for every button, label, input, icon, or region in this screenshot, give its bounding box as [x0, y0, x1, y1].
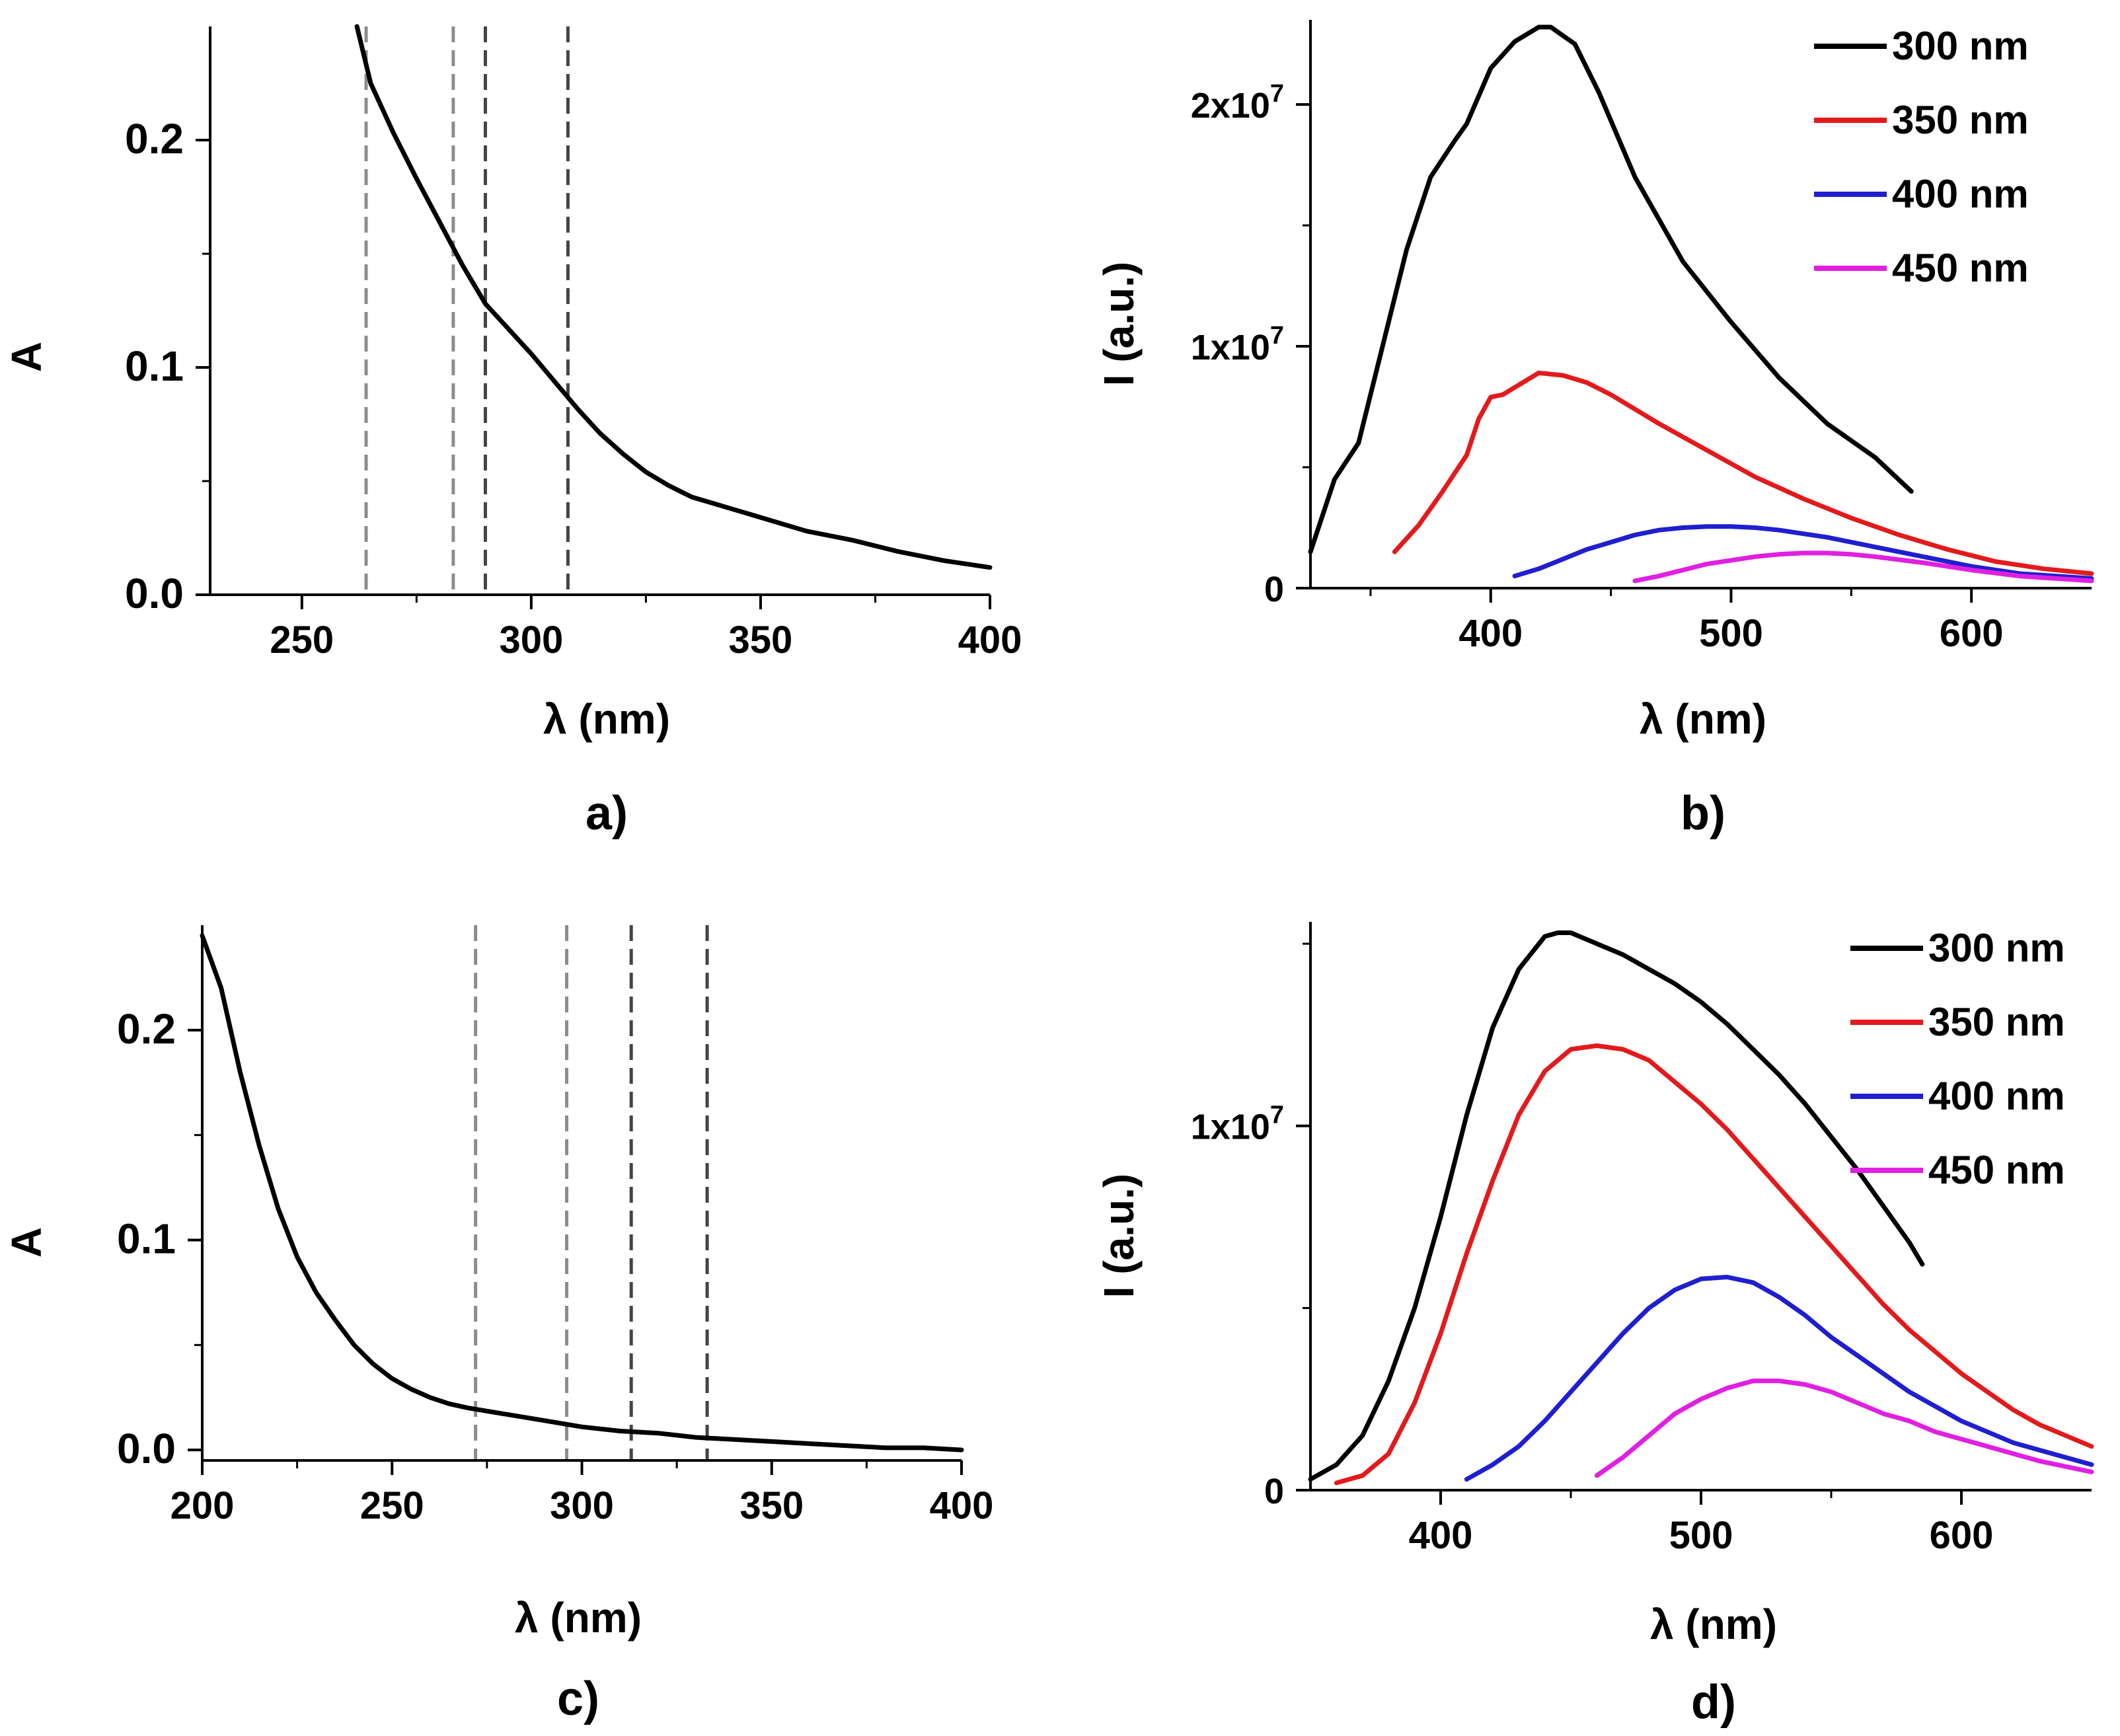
panel-d-series-line-0 — [1308, 930, 1925, 1482]
panel-b-label: b) — [1681, 787, 1725, 840]
panel-b-legend-label: 300 nm — [1892, 24, 2029, 68]
panel-b-y-tick-label: 2x107 — [1191, 80, 1284, 126]
panel-c-x-tick-label: 250 — [360, 1484, 424, 1527]
panel-b-y-axis-label: I (a.u.) — [1095, 262, 1143, 386]
panel-b-y-tick-label: 1x107 — [1191, 322, 1284, 367]
panel-d-legend-label: 400 nm — [1928, 1074, 2065, 1118]
panel-a-y-tick-label: 0.1 — [125, 342, 184, 390]
panel-b-x-axis-label: λ (nm) — [1640, 695, 1766, 743]
panel-b-y-tick-label: 0 — [1264, 570, 1284, 609]
panel-c: λ (nm) A c) 200 250 300 350 400 0.0 0.1 0.2 — [3, 925, 993, 1725]
panel-d-series-line-1 — [1334, 1043, 2094, 1486]
panel-b-x-tick-label: 500 — [1699, 612, 1763, 655]
panel-b-series-line-2 — [1512, 524, 2094, 581]
panel-a-series-line-0 — [354, 24, 993, 570]
panel-d-series-line-2 — [1464, 1275, 2094, 1482]
panel-c-x-axis-label: λ (nm) — [515, 1594, 642, 1642]
panel-d-y-axis-label: I (a.u.) — [1095, 1174, 1143, 1298]
panel-a-y-tick-label: 0.0 — [125, 570, 184, 617]
panel-a-x-axis-label: λ (nm) — [543, 695, 670, 743]
panel-a-x-tick-label: 350 — [729, 619, 793, 661]
panel-c-x-tick-label: 400 — [930, 1484, 994, 1527]
panel-b-series-line-3 — [1632, 550, 2094, 584]
panel-a-x-tick-label: 300 — [499, 619, 563, 661]
panel-b-x-tick-label: 600 — [1940, 612, 2004, 655]
panel-d-x-axis-label: λ (nm) — [1650, 1601, 1777, 1648]
panel-c-label: c) — [557, 1673, 599, 1725]
panel-c-x-tick-label: 350 — [739, 1484, 804, 1527]
panel-c-x-tick-label: 300 — [550, 1484, 614, 1527]
panel-c-y-axis-label: A — [3, 1227, 50, 1258]
panel-c-y-tick-label: 0.2 — [117, 1005, 176, 1053]
panel-a-x-tick-label: 400 — [958, 619, 1022, 661]
panel-a-y-axis-label: A — [3, 342, 50, 372]
panel-d-y-tick-label: 0 — [1264, 1472, 1284, 1511]
panel-d-y-tick-label: 1x107 — [1191, 1102, 1284, 1147]
panel-a-label: a) — [586, 787, 628, 840]
panel-a: λ (nm) A a) 250 300 350 400 0.0 0.1 0.2 — [3, 24, 1022, 840]
panel-a-x-tick-label: 250 — [270, 619, 334, 661]
panel-d: λ (nm) I (a.u.) d) 400 500 600 0 1x107 300 nm… — [1095, 922, 2094, 1729]
panel-b-legend-label: 350 nm — [1892, 98, 2029, 142]
panel-b-legend-label: 400 nm — [1892, 172, 2029, 216]
panel-d-label: d) — [1691, 1676, 1736, 1729]
panel-d-legend-label: 450 nm — [1928, 1148, 2065, 1192]
panel-b: λ (nm) I (a.u.) b) 400 500 600 0 1x107 2x107 3… — [1095, 20, 2094, 840]
panel-d-x-tick-label: 500 — [1669, 1514, 1733, 1557]
panel-a-y-tick-label: 0.2 — [125, 115, 184, 163]
panel-d-series-line-3 — [1594, 1378, 2094, 1478]
panel-b-series-line-0 — [1308, 24, 1914, 554]
panel-c-y-tick-label: 0.1 — [117, 1215, 176, 1262]
panel-d-x-tick-label: 600 — [1930, 1514, 1994, 1557]
panel-b-series-line-1 — [1392, 370, 2094, 576]
panel-b-x-tick-label: 400 — [1458, 612, 1523, 655]
panel-d-legend-label: 300 nm — [1928, 926, 2065, 970]
panel-b-legend-label: 450 nm — [1892, 246, 2029, 290]
panel-c-y-tick-label: 0.0 — [117, 1425, 176, 1472]
panel-c-x-tick-label: 200 — [170, 1484, 235, 1527]
panel-d-legend-label: 350 nm — [1928, 1000, 2065, 1044]
panel-d-x-tick-label: 400 — [1409, 1514, 1473, 1557]
panel-c-series-line-0 — [200, 933, 964, 1453]
